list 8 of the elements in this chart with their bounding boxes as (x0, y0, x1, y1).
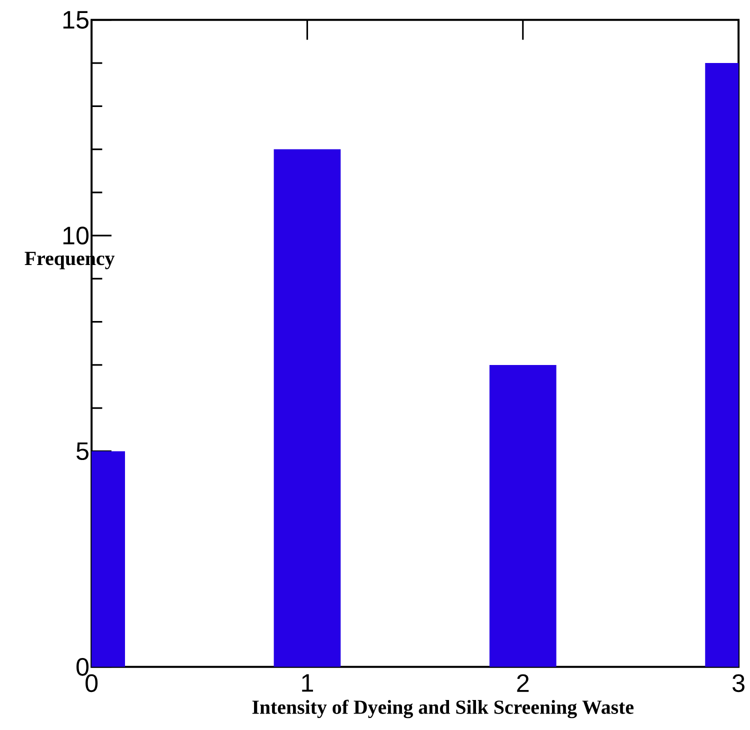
x-tick-label: 3 (732, 674, 744, 692)
y-tick-label: 5 (76, 442, 88, 460)
y-tick-label: 15 (63, 11, 88, 29)
x-axis-title: Intensity of Dyeing and Silk Screening Waste (252, 700, 634, 718)
y-tick-label: 10 (63, 226, 89, 245)
x-tick-label: 2 (517, 674, 529, 692)
x-tick-label: 1 (302, 674, 314, 692)
y-tick-label: 0 (76, 658, 89, 676)
